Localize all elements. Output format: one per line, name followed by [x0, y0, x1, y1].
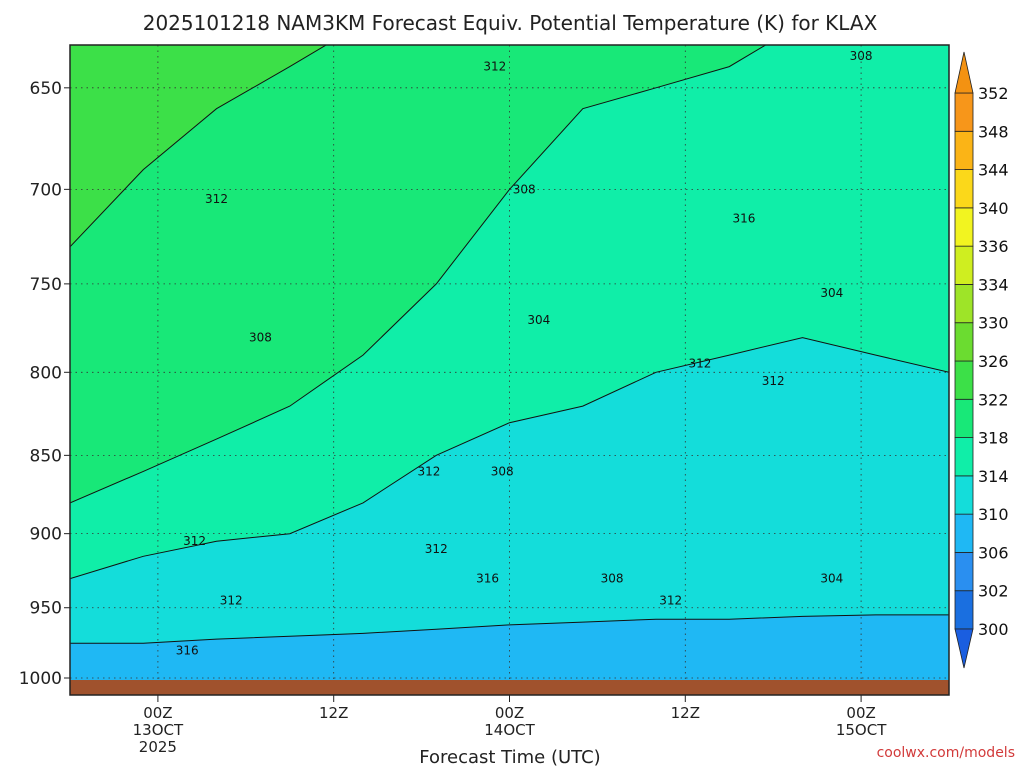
colorbar-segment	[954, 513, 974, 553]
contour-labels: 3443403363483443403363283323243283243243…	[176, 49, 873, 657]
x-tick-label: 14OCT	[484, 721, 535, 739]
colorbar-label: 314	[978, 467, 1009, 486]
colorbar-label: 336	[978, 237, 1009, 256]
contour-label: 316	[176, 643, 199, 657]
colorbar-label: 302	[978, 582, 1009, 601]
contour-label: 308	[601, 572, 624, 586]
colorbar-label: 306	[978, 543, 1009, 562]
theta-e-band	[70, 45, 327, 247]
colorbar-segment	[954, 322, 974, 362]
credit-text: coolwx.com/models	[877, 745, 1015, 761]
contour-label: 312	[220, 593, 243, 607]
colorbar-segment	[954, 169, 974, 209]
colorbar-min-arrow	[954, 628, 974, 669]
colorbar-label: 340	[978, 199, 1009, 218]
y-tick-label: 700	[30, 180, 62, 200]
contour-label: 312	[425, 542, 448, 556]
contour-label: 312	[483, 60, 506, 74]
theta-e-band	[70, 45, 949, 579]
contour-label: 312	[417, 464, 440, 478]
colorbar-segment	[954, 437, 974, 477]
x-axis-title: Forecast Time (UTC)	[419, 747, 600, 768]
contour-label: 312	[659, 593, 682, 607]
x-tick-label: 12Z	[319, 704, 348, 722]
isentrope-line	[70, 45, 767, 504]
x-tick-label: 00Z	[495, 704, 524, 722]
colorbar-label: 300	[978, 620, 1009, 639]
x-tick-label: 12Z	[671, 704, 700, 722]
y-tick-label: 950	[30, 599, 62, 619]
colorbar-label: 352	[978, 84, 1009, 103]
colorbar-max-arrow	[954, 51, 974, 94]
contour-label: 308	[249, 331, 272, 345]
contour-label: 312	[205, 192, 228, 206]
colorbar-label: 310	[978, 505, 1009, 524]
y-tick-label: 850	[30, 446, 62, 466]
x-tick-label: 00Z	[143, 704, 172, 722]
isentrope-line	[70, 45, 328, 248]
colorbar-segment	[954, 130, 974, 170]
y-tick-label: 750	[30, 275, 62, 295]
colorbar-segment	[954, 590, 974, 630]
grid-lines	[70, 45, 949, 695]
colorbar-segment	[954, 552, 974, 592]
y-tick-label: 650	[30, 79, 62, 99]
x-tick-label: 15OCT	[836, 721, 887, 739]
contour-label: 304	[527, 313, 550, 327]
colorbar-label: 318	[978, 429, 1009, 448]
colorbar-label: 348	[978, 122, 1009, 141]
x-tick-label: 2025	[139, 738, 177, 756]
theta-e-band	[70, 337, 949, 644]
colorbar-label: 330	[978, 314, 1009, 333]
theta-e-band	[70, 614, 949, 695]
ground-surface	[70, 680, 949, 695]
colorbar-segment	[954, 245, 974, 285]
contour-label: 312	[183, 534, 206, 548]
contour-label: 316	[476, 572, 499, 586]
theta-e-bands	[70, 45, 949, 695]
contour-label: 308	[491, 464, 514, 478]
colorbar-segment	[954, 475, 974, 515]
colorbar-label: 344	[978, 161, 1009, 180]
colorbar-segment	[954, 92, 974, 132]
y-tick-label: 900	[30, 525, 62, 545]
colorbar-segment	[954, 360, 974, 400]
isentrope-line	[70, 614, 949, 644]
isentrope-contours	[70, 45, 949, 644]
colorbar-segment	[954, 207, 974, 247]
x-tick-label: 13OCT	[133, 721, 184, 739]
colorbar-segment	[954, 398, 974, 438]
y-tick-label: 800	[30, 363, 62, 383]
contour-label: 308	[513, 182, 536, 196]
contour-label: 308	[850, 49, 873, 63]
contour-label: 312	[762, 374, 785, 388]
contour-label: 316	[732, 211, 755, 225]
plot-area	[70, 45, 949, 695]
chart-title: 2025101218 NAM3KM Forecast Equiv. Potent…	[143, 11, 878, 35]
x-tick-label: 00Z	[846, 704, 875, 722]
colorbar-label: 326	[978, 352, 1009, 371]
isentrope-line	[70, 337, 949, 580]
colorbar-label: 334	[978, 275, 1009, 294]
y-tick-label: 1000	[19, 669, 62, 689]
colorbar-label: 322	[978, 390, 1009, 409]
colorbar: 300 302 306 310 314 318 322 326 330 334 336 340 344 3…	[954, 51, 1009, 669]
contour-label: 304	[820, 286, 843, 300]
colorbar-segment	[954, 284, 974, 324]
theta-e-band	[70, 45, 766, 503]
contour-label: 312	[688, 357, 711, 371]
y-axis-labels: 2503003504004505005506006507007508008509…	[19, 79, 70, 689]
contour-label: 304	[820, 572, 843, 586]
